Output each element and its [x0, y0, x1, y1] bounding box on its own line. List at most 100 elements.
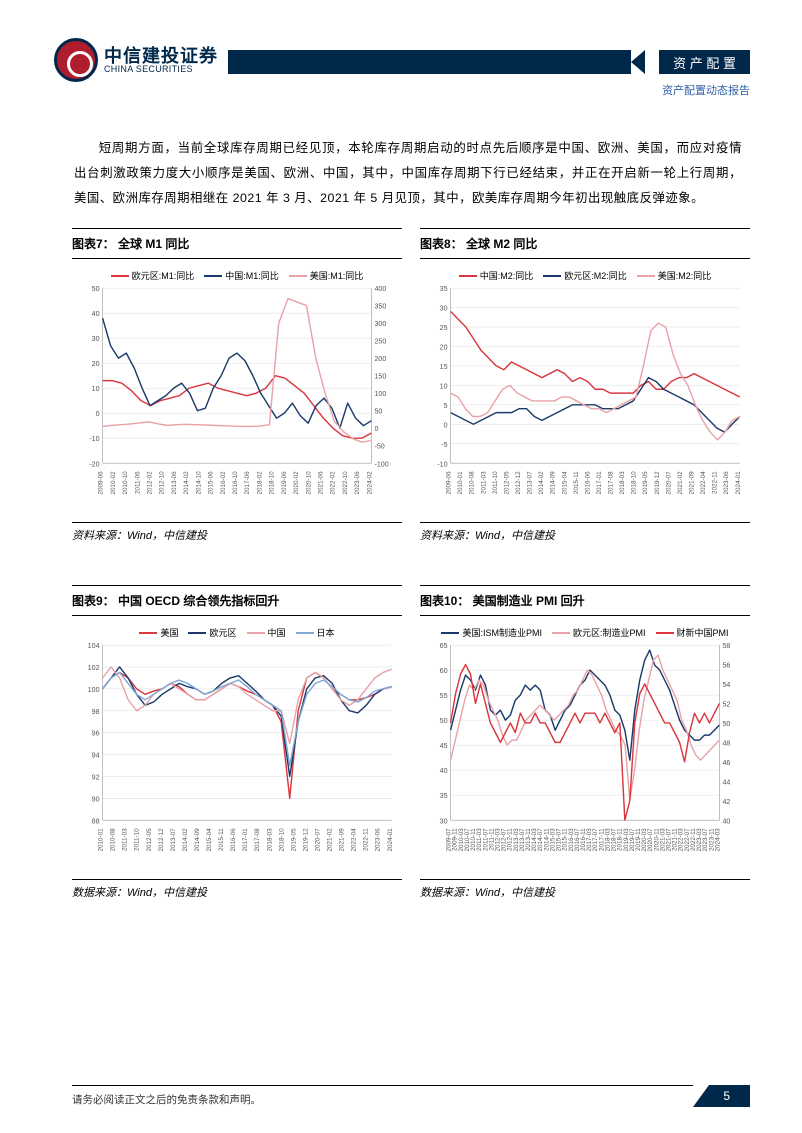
svg-text:2020-10: 2020-10 [305, 471, 312, 495]
svg-text:40: 40 [722, 818, 730, 826]
svg-text:2013-06: 2013-06 [171, 471, 178, 495]
svg-text:2024-02: 2024-02 [366, 471, 373, 495]
chart10-legend: 美国:ISM制造业PMI欧元区:制造业PMI财新中国PMI [420, 620, 750, 641]
svg-text:2021-02: 2021-02 [327, 828, 334, 852]
svg-text:-10: -10 [437, 461, 447, 469]
svg-text:2017-01: 2017-01 [596, 471, 603, 495]
svg-text:98: 98 [92, 708, 100, 716]
svg-text:15: 15 [440, 363, 448, 371]
svg-text:30: 30 [440, 818, 448, 826]
legend-swatch-icon [111, 275, 129, 277]
chart9-source: 数据来源：Wind，中信建投 [72, 880, 402, 900]
svg-text:2017-08: 2017-08 [608, 471, 615, 495]
svg-text:2021-09: 2021-09 [688, 471, 695, 495]
legend-label: 美国:M2:同比 [658, 269, 712, 282]
legend-label: 中国 [268, 626, 286, 639]
legend-item: 美国 [139, 626, 178, 639]
page-number: 5 [693, 1085, 750, 1107]
svg-text:2022-04: 2022-04 [700, 471, 707, 495]
svg-text:2017-01: 2017-01 [242, 828, 249, 852]
svg-text:2010-01: 2010-01 [457, 471, 464, 495]
svg-text:45: 45 [440, 743, 448, 751]
legend-item: 欧元区:M1:同比 [111, 269, 195, 282]
legend-label: 中国:M1:同比 [225, 269, 279, 282]
svg-text:2011-10: 2011-10 [134, 828, 141, 851]
svg-text:10: 10 [440, 383, 448, 391]
svg-text:35: 35 [440, 286, 448, 294]
svg-text:50: 50 [722, 720, 730, 728]
svg-text:2016-10: 2016-10 [232, 471, 239, 495]
svg-text:50: 50 [440, 718, 448, 726]
svg-text:2011-06: 2011-06 [134, 471, 141, 494]
svg-text:2014-02: 2014-02 [183, 471, 190, 495]
svg-text:2018-10: 2018-10 [269, 471, 276, 495]
svg-text:2019-05: 2019-05 [290, 828, 297, 852]
svg-text:2010-08: 2010-08 [469, 471, 476, 495]
svg-text:2023-06: 2023-06 [354, 471, 361, 495]
svg-text:92: 92 [92, 774, 100, 782]
legend-item: 日本 [296, 626, 335, 639]
svg-text:2013-07: 2013-07 [527, 471, 534, 495]
legend-swatch-icon [139, 632, 157, 634]
legend-swatch-icon [637, 275, 655, 277]
legend-swatch-icon [188, 632, 206, 634]
svg-text:2010-02: 2010-02 [110, 471, 117, 495]
header: 中信建投证券 CHINA SECURITIES 资 产 配 置 资产配置动态报告 [0, 0, 802, 96]
svg-text:2012-10: 2012-10 [159, 471, 166, 495]
chart8-plot: -10-5051015202530352009-062010-012010-08… [420, 284, 750, 508]
svg-text:2018-03: 2018-03 [266, 828, 273, 852]
svg-text:2018-10: 2018-10 [278, 828, 285, 852]
svg-text:20: 20 [440, 344, 448, 352]
legend-item: 欧元区:制造业PMI [552, 626, 646, 639]
svg-text:2016-06: 2016-06 [230, 828, 237, 852]
body-paragraph: 短周期方面，当前全球库存周期已经见顶，本轮库存周期启动的时点先后顺序是中国、欧洲… [74, 136, 742, 210]
svg-text:2022-11: 2022-11 [363, 828, 370, 851]
svg-text:250: 250 [374, 338, 386, 346]
legend-item: 中国:M1:同比 [204, 269, 279, 282]
svg-text:2018-03: 2018-03 [619, 471, 626, 495]
svg-text:-20: -20 [89, 461, 99, 469]
svg-text:2011-03: 2011-03 [480, 471, 487, 494]
chart10-plot: 3035404550556065404244464850525456582009… [420, 641, 750, 865]
chart8: 图表8： 全球 M2 同比 中国:M2:同比欧元区:M2:同比美国:M2:同比 … [420, 228, 750, 543]
svg-text:46: 46 [722, 759, 730, 767]
chart9: 图表9： 中国 OECD 综合领先指标回升 美国欧元区中国日本 88909294… [72, 585, 402, 900]
legend-swatch-icon [289, 275, 307, 277]
svg-text:2023-06: 2023-06 [723, 471, 730, 495]
svg-text:2020-07: 2020-07 [665, 471, 672, 495]
svg-text:2024-01: 2024-01 [735, 471, 742, 495]
legend-item: 美国:M1:同比 [289, 269, 364, 282]
legend-label: 欧元区:制造业PMI [573, 626, 646, 639]
svg-text:2015-04: 2015-04 [561, 471, 568, 495]
chart9-plot: 8890929496981001021042010-012010-082011-… [72, 641, 402, 865]
svg-text:2014-09: 2014-09 [194, 828, 201, 852]
svg-text:48: 48 [722, 740, 730, 748]
svg-text:2014-10: 2014-10 [195, 471, 202, 495]
legend-item: 美国:M2:同比 [637, 269, 712, 282]
svg-text:200: 200 [374, 356, 386, 364]
svg-text:2019-12: 2019-12 [654, 471, 661, 495]
legend-item: 欧元区:M2:同比 [543, 269, 627, 282]
svg-text:90: 90 [92, 796, 100, 804]
svg-text:25: 25 [440, 324, 448, 332]
svg-text:2021-02: 2021-02 [677, 471, 684, 495]
svg-text:30: 30 [92, 336, 100, 344]
svg-text:2024-03: 2024-03 [714, 828, 721, 852]
legend-label: 欧元区 [209, 626, 236, 639]
legend-item: 欧元区 [188, 626, 236, 639]
svg-text:5: 5 [444, 402, 448, 410]
svg-text:35: 35 [440, 793, 448, 801]
svg-text:2022-11: 2022-11 [712, 471, 719, 494]
svg-text:0: 0 [444, 422, 448, 430]
svg-text:2009-06: 2009-06 [98, 471, 105, 495]
svg-text:2010-10: 2010-10 [122, 471, 129, 495]
svg-text:40: 40 [440, 768, 448, 776]
svg-text:60: 60 [440, 668, 448, 676]
header-badge: 资 产 配 置 [631, 50, 750, 74]
legend-label: 日本 [317, 626, 335, 639]
svg-text:2014-02: 2014-02 [538, 471, 545, 495]
svg-text:2019-05: 2019-05 [642, 471, 649, 495]
chart7-title: 图表7： 全球 M1 同比 [72, 228, 402, 259]
legend-swatch-icon [656, 632, 674, 634]
svg-text:2015-06: 2015-06 [208, 471, 215, 495]
